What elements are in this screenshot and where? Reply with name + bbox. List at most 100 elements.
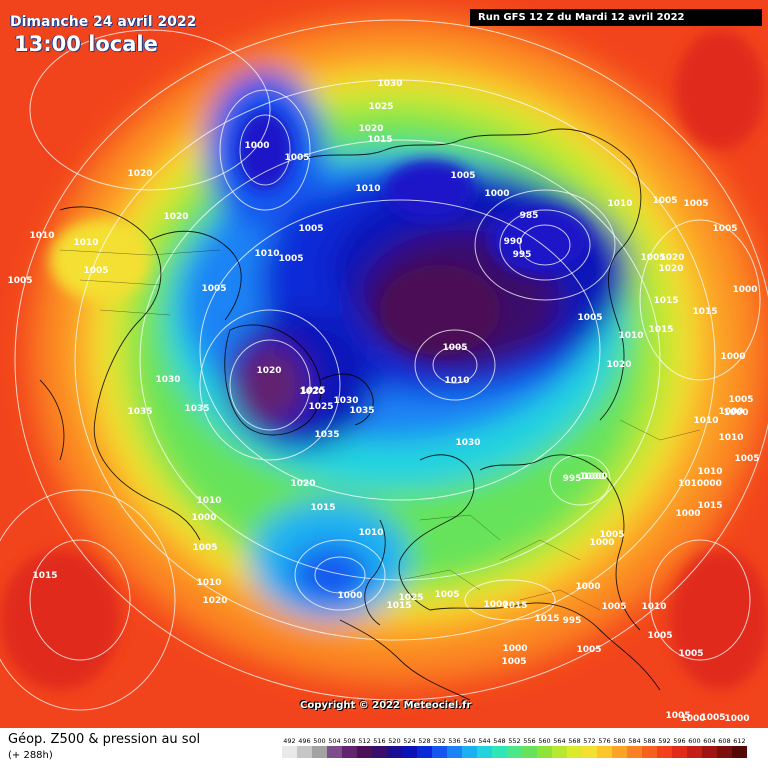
pressure-label: 1005: [450, 171, 475, 181]
pressure-label: 1000: [582, 472, 607, 482]
pressure-label: 1010000: [678, 479, 722, 489]
pressure-label: 1010: [618, 331, 643, 341]
pressure-label: 1005: [712, 224, 737, 234]
pressure-label: 1010: [607, 199, 632, 209]
pressure-label: 995: [513, 250, 532, 260]
pressure-label: 1005: [7, 276, 32, 286]
color-scale: 492 496 500 504 508 512 516 520 524 528 532 536 540 5…: [282, 737, 747, 758]
scale-value: 576: [598, 737, 610, 745]
scale-value: 536: [448, 737, 460, 745]
pressure-label: 990: [504, 237, 523, 247]
pressure-label: 1000: [680, 714, 705, 724]
forecast-time: 13:00 locale: [14, 32, 158, 56]
pressure-label: 1000: [337, 591, 362, 601]
scale-swatch: [477, 746, 492, 758]
pressure-label: 1005: [700, 713, 725, 723]
copyright: Copyright © 2022 Meteociel.fr: [300, 700, 472, 711]
pressure-label: 1010: [196, 578, 221, 588]
scale-swatch: [627, 746, 642, 758]
scale-swatch: [612, 746, 627, 758]
pressure-label: 1000: [502, 644, 527, 654]
scale-swatch: [732, 746, 747, 758]
pressure-labels: 1030102510201015100010051010102010201010…: [7, 79, 759, 724]
scale-swatch: [597, 746, 612, 758]
scale-swatch: [417, 746, 432, 758]
pressure-label: 1020: [358, 124, 383, 134]
pressure-label: 1000: [732, 285, 757, 295]
pressure-label: 1020: [659, 253, 684, 263]
scale-swatch: [522, 746, 537, 758]
scale-value: 544: [478, 737, 490, 745]
scale-value: 504: [328, 737, 340, 745]
scale-value: 584: [628, 737, 640, 745]
scale-swatch: [432, 746, 447, 758]
pressure-label: 1025: [308, 402, 333, 412]
pressure-label: 1005: [734, 454, 759, 464]
pressure-label: 1015: [386, 601, 411, 611]
pressure-label: 1000: [483, 600, 508, 610]
forecast-date: Dimanche 24 avril 2022: [10, 14, 197, 30]
pressure-label: 1020: [202, 596, 227, 606]
pressure-label: 1005: [599, 530, 624, 540]
pressure-label: 1015: [648, 325, 673, 335]
pressure-label: 1000: [484, 189, 509, 199]
scale-value: 612: [733, 737, 745, 745]
pressure-label: 1000: [589, 538, 614, 548]
scale-value: 520: [388, 737, 400, 745]
pressure-label: 1035: [127, 407, 152, 417]
z500-detail: [0, 30, 768, 690]
pressure-label: 1005: [201, 284, 226, 294]
pressure-label: 1010: [697, 467, 722, 477]
pressure-label: 1020: [606, 360, 631, 370]
pressure-label: 1010: [358, 528, 383, 538]
pressure-label: 1005: [442, 343, 467, 353]
scale-swatch: [462, 746, 477, 758]
pressure-label: 1000: [579, 472, 604, 482]
pressure-label: 1005: [652, 196, 677, 206]
pressure-label: 1035: [349, 406, 374, 416]
pressure-label: 1020: [127, 169, 152, 179]
weather-map: 1030 1025 1020 1015 1000 1005 1010 1020 1020 1010…: [0, 0, 768, 728]
scale-swatch: [702, 746, 717, 758]
scale-swatch: [687, 746, 702, 758]
pressure-label: 1030: [377, 79, 402, 89]
run-info: Run GFS 12 Z du Mardi 12 avril 2022: [470, 9, 762, 26]
pressure-label: 1015: [692, 307, 717, 317]
scale-swatch: [642, 746, 657, 758]
pressure-label: 1005: [83, 266, 108, 276]
pressure-label: 1005: [501, 657, 526, 667]
pressure-label: 1030: [455, 438, 480, 448]
pressure-label: 1015: [502, 601, 527, 611]
legend-subtitle: (+ 288h): [8, 750, 53, 761]
pressure-label: 1010: [693, 416, 718, 426]
pressure-label: 1025: [398, 593, 423, 603]
pressure-label: 1010: [254, 249, 279, 259]
scale-value: 580: [613, 737, 625, 745]
scale-swatch: [282, 746, 297, 758]
scale-value: 528: [418, 737, 430, 745]
pressure-label: 1005: [577, 313, 602, 323]
borders: [59, 249, 701, 611]
pressure-label: 1020: [163, 212, 188, 222]
legend-title: Géop. Z500 & pression au sol: [8, 732, 201, 747]
scale-swatch: [657, 746, 672, 758]
pressure-label: 1005: [434, 590, 459, 600]
isobars: [0, 19, 768, 711]
pressure-label: 1005: [192, 543, 217, 553]
scale-swatch: [567, 746, 582, 758]
scale-swatch: [327, 746, 342, 758]
pressure-label: 1020: [299, 387, 324, 397]
pressure-label: 1010: [196, 496, 221, 506]
scale-value: 524: [403, 737, 415, 745]
pressure-label: 1010: [444, 376, 469, 386]
scale-value: 568: [568, 737, 580, 745]
pressure-label: 1010: [718, 433, 743, 443]
scale-swatch: [507, 746, 522, 758]
pressure-label: 1005: [298, 224, 323, 234]
scale-value: 508: [343, 737, 355, 745]
coastlines: [39, 128, 661, 701]
geopotential-field: 1030102510201015100010051010102010201010…: [0, 0, 768, 728]
pressure-label: 1020: [256, 366, 281, 376]
scale-value: 540: [463, 737, 475, 745]
pressure-label: 1015: [697, 501, 722, 511]
